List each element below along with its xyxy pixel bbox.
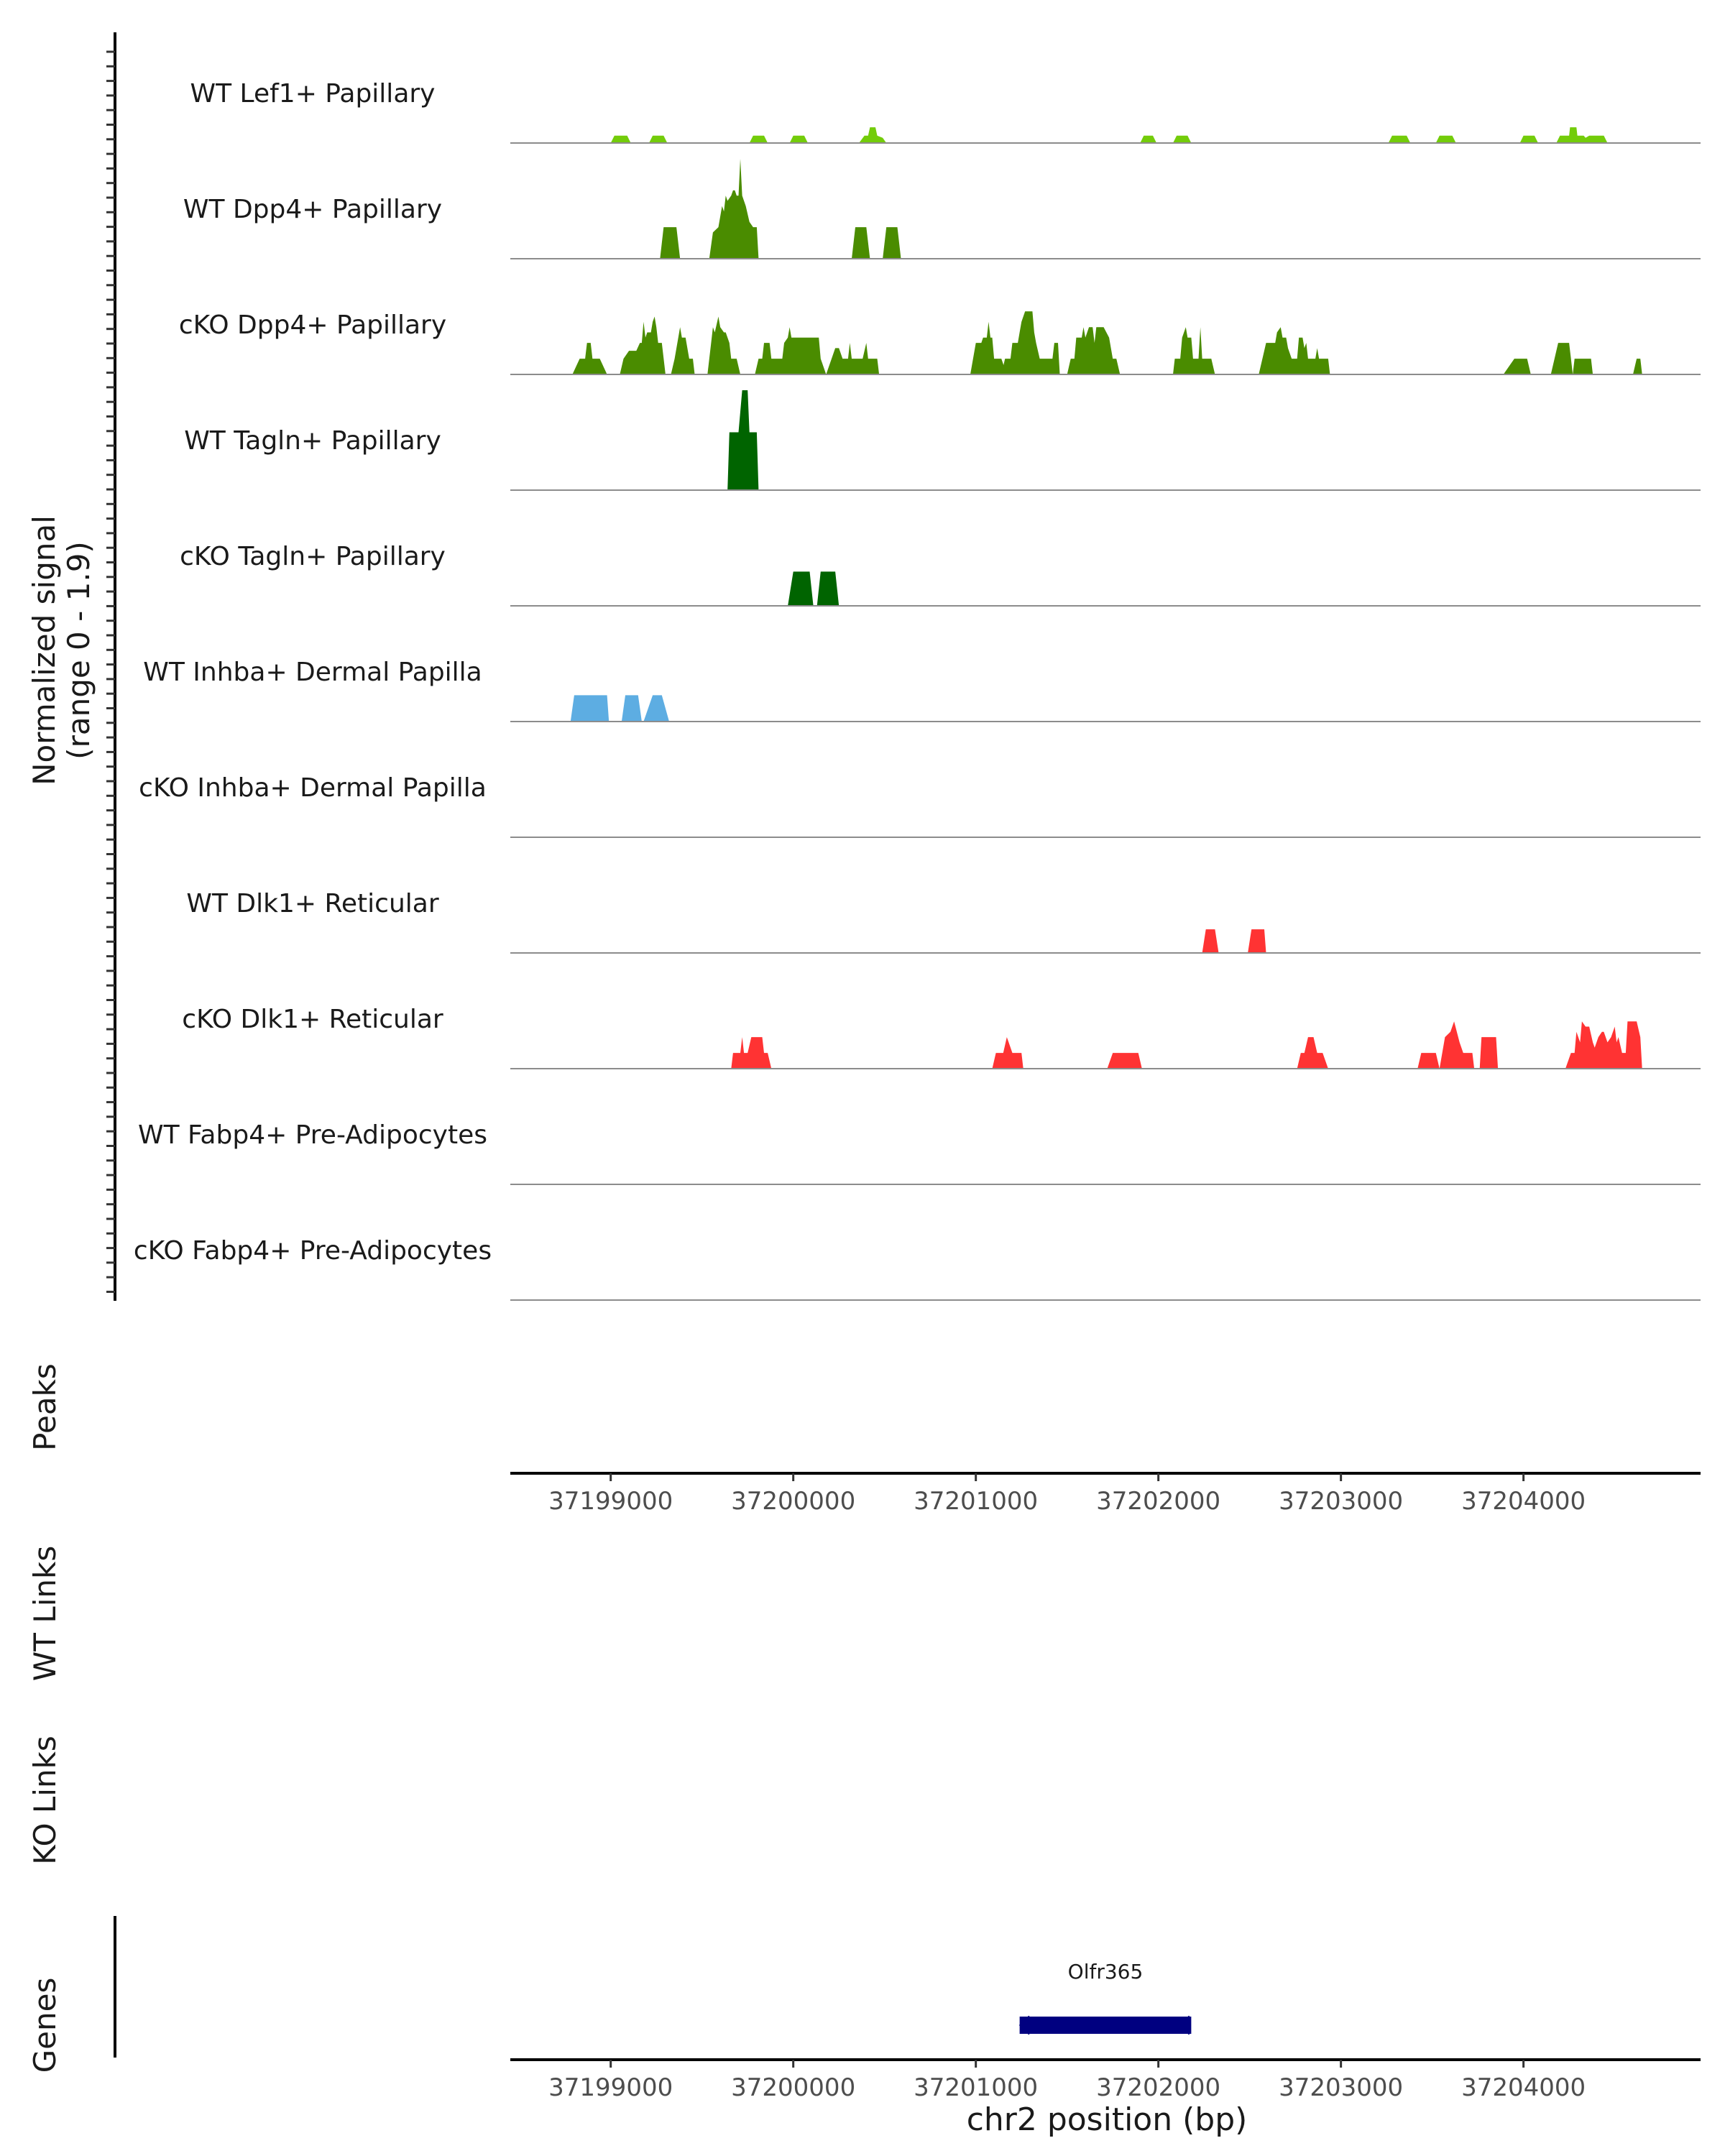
coverage-peak — [1259, 327, 1330, 374]
peaks-panel-label: Peaks — [27, 1363, 63, 1451]
track-label: cKO Fabp4+ Pre-Adipocytes — [134, 1236, 492, 1266]
coverage-peak — [1633, 359, 1642, 374]
coverage-peak — [749, 135, 768, 143]
track-label: cKO Dlk1+ Reticular — [182, 1005, 443, 1034]
coverage-peak — [1173, 135, 1192, 143]
coverage-track: cKO Dpp4+ Papillary — [179, 310, 1701, 375]
coverage-peak — [1556, 127, 1608, 143]
coverage-peak — [610, 135, 631, 143]
coverage-peak — [992, 1037, 1024, 1069]
coverage-peak — [649, 135, 668, 143]
x-tick-label: 37201000 — [914, 1487, 1038, 1516]
coverage-peak — [1503, 359, 1531, 374]
x-tick-label: 37200000 — [731, 2073, 855, 2102]
peaks-x-axis: 37199000 37200000 37201000 37202000 37203000… — [510, 1472, 1701, 1516]
coverage-peak — [1173, 327, 1215, 374]
coverage-peak — [1202, 929, 1219, 953]
coverage-peak — [1248, 929, 1266, 953]
coverage-peak — [727, 390, 759, 490]
coverage-peak — [643, 695, 669, 722]
ko-links-panel-label: KO Links — [27, 1736, 63, 1865]
coverage-peak — [1067, 327, 1121, 374]
x-tick-label: 37200000 — [731, 1487, 855, 1516]
coverage-peak — [755, 327, 827, 374]
track-label: cKO Inhba+ Dermal Papilla — [139, 773, 487, 803]
coverage-peak — [572, 343, 607, 374]
coverage-peak — [1417, 1053, 1440, 1069]
track-label: WT Lef1+ Papillary — [190, 79, 436, 109]
x-tick-label: 37203000 — [1279, 2073, 1403, 2102]
coverage-track: cKO Tagln+ Papillary — [180, 542, 1701, 607]
coverage-track: WT Lef1+ Papillary — [190, 79, 1701, 144]
coverage-peak — [731, 1037, 772, 1069]
x-tick-label: 37199000 — [548, 1487, 673, 1516]
coverage-peak — [660, 227, 681, 259]
coverage-peak — [1297, 1037, 1328, 1069]
x-tick-label: 37202000 — [1096, 1487, 1220, 1516]
x-axis-title: chr2 position (bp) — [967, 2101, 1248, 2138]
coverage-peak — [1519, 135, 1538, 143]
coverage-tracks: WT Lef1+ Papillary WT Dpp4+ Papillary cKO … — [134, 79, 1701, 1301]
x-tick-label: 37204000 — [1461, 2073, 1586, 2102]
coverage-peak — [1435, 135, 1456, 143]
x-tick-label: 37202000 — [1096, 2073, 1220, 2102]
coverage-track: cKO Fabp4+ Pre-Adipocytes — [134, 1236, 1701, 1301]
track-label: WT Dlk1+ Reticular — [186, 889, 438, 918]
gene-name-label: Olfr365 — [1068, 1960, 1144, 1984]
x-tick-label: 37204000 — [1461, 1487, 1586, 1516]
coverage-track: WT Dpp4+ Papillary — [183, 159, 1701, 259]
coverage-peak — [1550, 343, 1593, 374]
coverage-peak — [1565, 1021, 1642, 1069]
coverage-peak — [1107, 1053, 1142, 1069]
coverage-peak — [859, 127, 887, 143]
coverage-track: WT Dlk1+ Reticular — [186, 889, 1701, 954]
coverage-peak — [883, 227, 901, 259]
gene-model: Olfr365 — [1018, 1960, 1192, 2035]
coverage-y-axis — [106, 32, 116, 1301]
coverage-peak — [789, 135, 808, 143]
coverage-peak — [671, 327, 695, 374]
coverage-peak — [709, 159, 759, 259]
gene-annotation-track: Olfr365 — [1018, 1960, 1192, 2035]
track-label: WT Tagln+ Papillary — [184, 426, 441, 456]
genes-x-axis: 37199000 37200000 37201000 37202000 37203000… — [510, 2058, 1701, 2102]
coverage-peak — [570, 695, 610, 722]
coverage-track: cKO Inhba+ Dermal Papilla — [139, 773, 1701, 838]
coverage-peak — [1140, 135, 1157, 143]
coverage-peak — [707, 316, 740, 374]
coverage-track: WT Inhba+ Dermal Papilla — [143, 658, 1701, 722]
coverage-peak — [816, 571, 840, 606]
coverage-peak — [1479, 1037, 1499, 1069]
gene-exon — [1019, 2017, 1192, 2034]
y-axis-title-line2: (range 0 - 1.9) — [61, 541, 96, 760]
x-tick-label: 37201000 — [914, 2073, 1038, 2102]
gene-strand-arrow — [1018, 2015, 1031, 2035]
track-label: WT Dpp4+ Papillary — [183, 195, 442, 224]
genes-panel-label: Genes — [27, 1978, 63, 2073]
coverage-peak — [621, 695, 642, 722]
track-label: cKO Dpp4+ Papillary — [179, 310, 446, 340]
gene-strand-arrow — [1179, 2015, 1191, 2035]
track-label: WT Inhba+ Dermal Papilla — [143, 658, 482, 687]
track-label: WT Fabp4+ Pre-Adipocytes — [138, 1120, 487, 1150]
coverage-peak — [1439, 1021, 1475, 1069]
coverage-track: WT Tagln+ Papillary — [184, 390, 1701, 491]
track-label: cKO Tagln+ Papillary — [180, 542, 446, 571]
coverage-track: WT Fabp4+ Pre-Adipocytes — [138, 1120, 1701, 1185]
coverage-peak — [620, 316, 666, 374]
coverage-track: cKO Dlk1+ Reticular — [182, 1005, 1701, 1069]
coverage-y-axis-label: Normalized signal (range 0 - 1.9) — [27, 515, 96, 786]
x-tick-label: 37199000 — [548, 2073, 673, 2102]
x-tick-label: 37203000 — [1279, 1487, 1403, 1516]
coverage-peak — [1001, 311, 1060, 374]
coverage-peak — [788, 571, 814, 606]
coverage-peak — [970, 321, 1007, 374]
coverage-peak — [1388, 135, 1411, 143]
coverage-peak — [826, 343, 880, 374]
coverage-peak — [852, 227, 870, 259]
y-axis-title-line1: Normalized signal — [27, 515, 62, 786]
wt-links-panel-label: WT Links — [27, 1546, 63, 1681]
